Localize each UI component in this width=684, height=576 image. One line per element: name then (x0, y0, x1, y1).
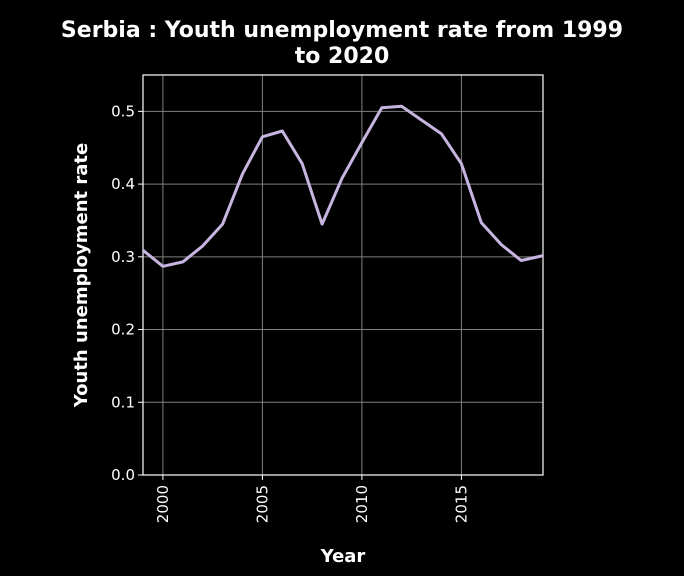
chart-title-line-2: to 2020 (295, 44, 390, 69)
chart-title-line-1: Serbia : Youth unemployment rate from 19… (61, 18, 623, 43)
x-tick-label: 2000 (154, 485, 172, 523)
axis-ticks: 2000 2005 2010 2015 0.0 0.1 0.2 0.3 0.4 0.5 (111, 102, 470, 523)
grid (143, 75, 543, 476)
y-tick-label: 0.2 (111, 321, 135, 339)
x-tick-label: 2005 (253, 485, 271, 523)
y-tick-label: 0.0 (111, 466, 135, 484)
plot-frame (142, 74, 544, 476)
series-layer (143, 104, 543, 268)
y-axis-title: Youth unemployment rate (71, 143, 92, 408)
series-line (143, 104, 543, 268)
y-tick-label: 0.1 (111, 393, 135, 411)
x-tick-label: 2010 (353, 485, 371, 523)
y-tick-label: 0.4 (111, 175, 135, 193)
x-tick-label: 2015 (452, 485, 470, 523)
x-axis-title: Year (320, 546, 366, 567)
y-tick-label: 0.3 (111, 248, 135, 266)
y-tick-label: 0.5 (111, 102, 135, 120)
